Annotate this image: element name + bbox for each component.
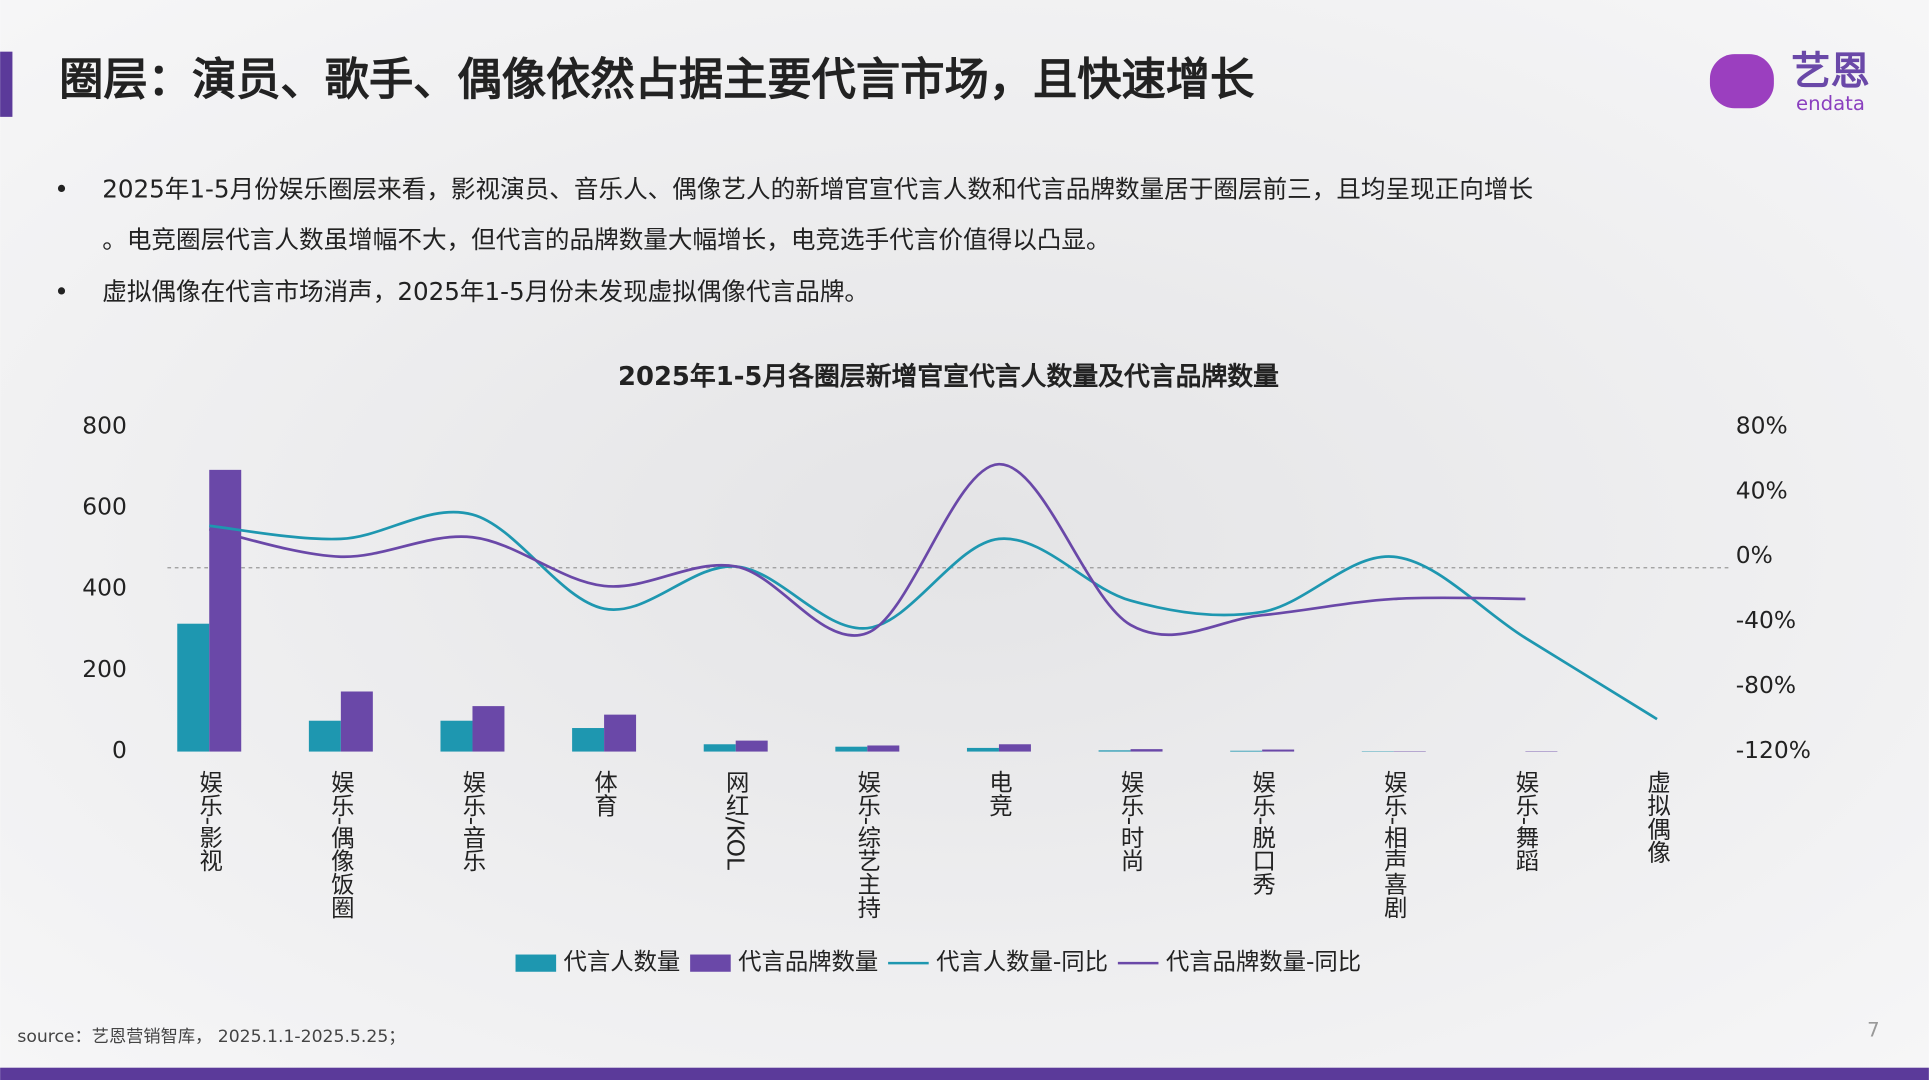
y2-tick-label: -120% [1736, 736, 1811, 764]
x-tick-label: 娱乐-时尚 [1117, 770, 1145, 873]
x-tick-label: 网红/KOL [722, 770, 750, 870]
bar [736, 741, 768, 752]
page-number: 7 [1867, 1018, 1880, 1041]
y-tick-label: 400 [82, 574, 127, 602]
bar [341, 691, 373, 751]
x-tick-label: 娱乐-舞蹈 [1511, 770, 1539, 873]
y2-tick-label: -40% [1736, 606, 1796, 634]
bar [1230, 751, 1262, 752]
chart-title: 2025年1-5月各圈层新增官宣代言人数量及代言品牌数量 [618, 361, 1279, 392]
bar [1131, 749, 1163, 751]
bar [572, 728, 604, 752]
y2-tick-label: 0% [1736, 541, 1773, 569]
x-tick-label: 娱乐-综艺主持 [853, 770, 881, 919]
y2-tick-label: 40% [1736, 476, 1788, 504]
bar [1099, 750, 1131, 751]
x-tick-label: 娱乐-影视 [195, 770, 223, 873]
legend-label: 代言品牌数量-同比 [1166, 948, 1361, 976]
bullet-text: 虚拟偶像在代言市场消声，2025年1-5月份未发现虚拟偶像代言品牌。 [102, 277, 869, 306]
bar [209, 470, 241, 752]
bullet-dot: • [54, 175, 69, 204]
x-tick-label: 电竞 [985, 770, 1013, 817]
legend-label: 代言人数量 [563, 948, 680, 976]
x-tick-label: 娱乐-音乐 [458, 770, 486, 873]
logo-name: 艺恩 [1791, 48, 1870, 94]
y-tick-label: 200 [82, 655, 127, 683]
x-tick-label: 体育 [590, 770, 618, 817]
legend-label: 代言人数量-同比 [936, 948, 1108, 976]
legend-swatch [690, 955, 731, 972]
bar [704, 744, 736, 751]
bar [999, 744, 1031, 751]
source: source：艺恩营销智库， 2025.1.1-2025.5.25； [17, 1027, 405, 1047]
x-tick-label: 娱乐-相声喜剧 [1380, 770, 1408, 919]
bar [440, 721, 472, 752]
logo-icon [1710, 54, 1774, 108]
x-tick-label: 娱乐-偶像饭圈 [327, 770, 355, 919]
logo-sub: endata [1796, 92, 1865, 115]
bar [472, 706, 504, 751]
x-tick-label: 虚拟偶像 [1643, 770, 1671, 864]
y2-tick-label: -80% [1736, 671, 1796, 699]
bottom-strip [0, 1068, 1929, 1080]
y-tick-label: 600 [82, 493, 127, 521]
bar [309, 721, 341, 752]
y-tick-label: 0 [112, 736, 127, 764]
legend-swatch [516, 955, 557, 972]
x-tick-label: 娱乐-脱口秀 [1248, 770, 1276, 896]
title-accent [0, 52, 12, 117]
slide-title: 圈层：演员、歌手、偶像依然占据主要代言市场，且快速增长 [59, 54, 1255, 105]
y-tick-label: 800 [82, 411, 127, 439]
line: 2025年1-5月份娱乐圈层来看，影视演员、音乐人、偶像艺人的新增官宣代言人数和… [102, 175, 1533, 204]
bar [177, 624, 209, 752]
bar [835, 747, 867, 752]
bar [604, 715, 636, 752]
line: 。电竞圈层代言人数虽增幅不大，但代言的品牌数量大幅增长，电竞选手代言价值得以凸显… [102, 225, 1110, 254]
bar [1262, 750, 1294, 752]
y2-tick-label: 80% [1736, 411, 1788, 439]
bar [967, 748, 999, 752]
bullet-dot: • [54, 277, 69, 306]
bar [867, 745, 899, 751]
legend-label: 代言品牌数量 [738, 948, 878, 976]
